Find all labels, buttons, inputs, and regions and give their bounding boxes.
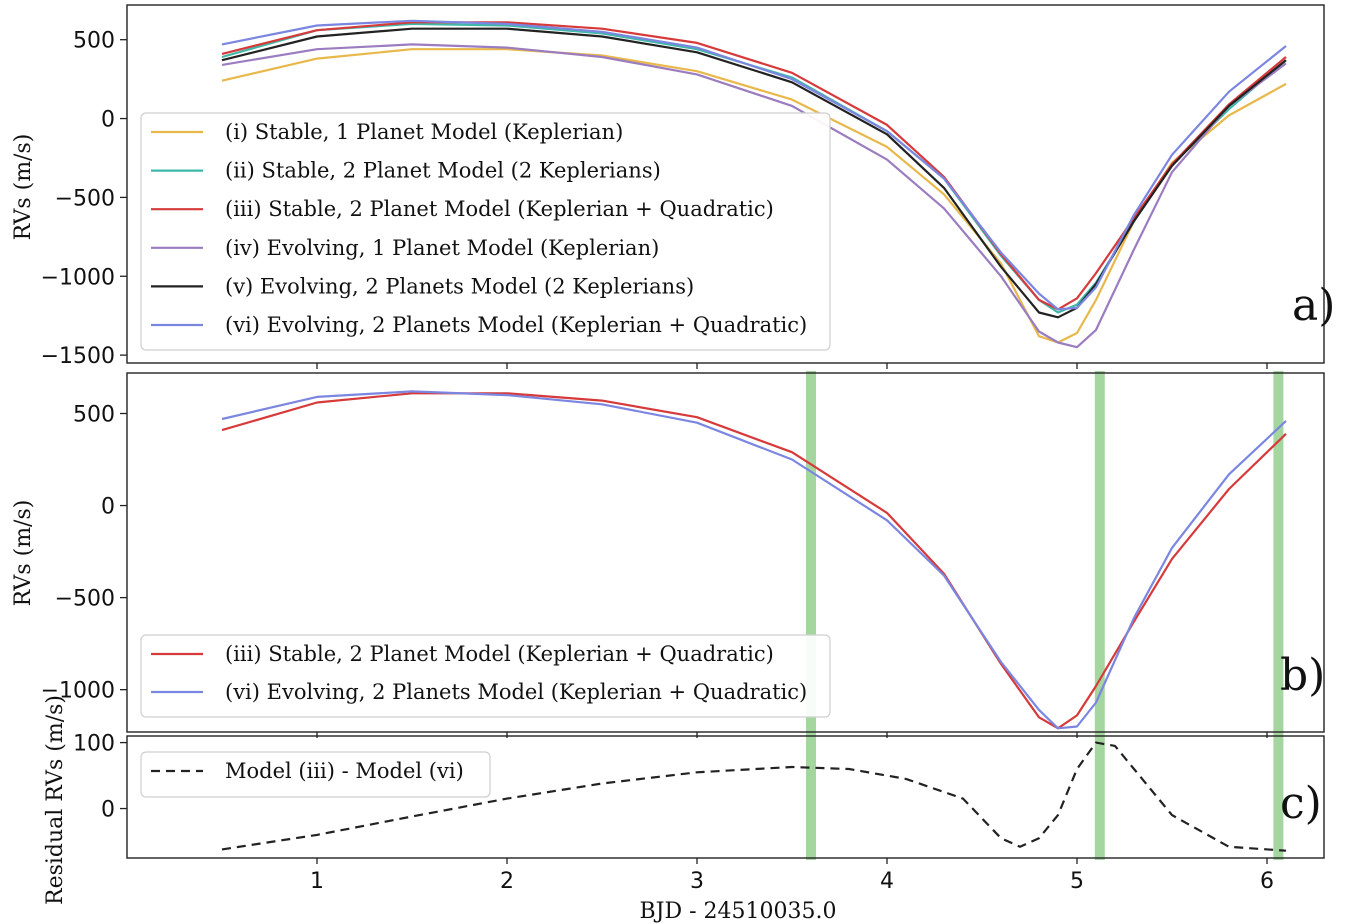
x-tick-label: 5 (1070, 869, 1084, 894)
y-tick-label: −500 (55, 186, 115, 211)
panel-b: 500 0 −500 −1000 (iii) Stable, 2 Planet Mode… (11, 371, 1325, 738)
highlight-band-3 (1273, 371, 1284, 734)
x-tick-label: 1 (310, 869, 324, 894)
legend: Model (iii) - Model (vi) (140, 751, 491, 798)
series-line-2 (221, 390, 1287, 730)
axes-frame (126, 735, 1325, 859)
legend-entry: (iv) Evolving, 1 Planet Model (Keplerian… (225, 236, 659, 260)
legend-box (140, 634, 831, 718)
highlight-band-1 (806, 371, 816, 734)
legend-entry: (vi) Evolving, 2 Planets Model (Kepleria… (225, 313, 807, 337)
panel-a-plot: 500 0 −500 −1000 −1500 (i) Stable, 1 Planet M… (41, 4, 1325, 369)
series-line-6 (221, 19, 1287, 311)
legend-entry: (v) Evolving, 2 Planets Model (2 Kepleri… (225, 274, 694, 298)
y-tick-label: 0 (101, 495, 115, 520)
panel-b-label: b) (1280, 650, 1325, 701)
panel-b-plot: 500 0 −500 −1000 (iii) Stable, 2 Planet Mode… (41, 371, 1325, 738)
legend-entry: (iii) Stable, 2 Planet Model (Keplerian … (225, 642, 774, 666)
legend: (i) Stable, 1 Planet Model (Keplerian) (i… (140, 112, 831, 351)
axes-frame (126, 4, 1325, 364)
x-tick-label: 3 (690, 869, 704, 894)
y-tick-label: 100 (73, 732, 115, 757)
series-line-5 (221, 27, 1287, 319)
series-line-1 (221, 741, 1287, 852)
y-tick-label: 500 (73, 29, 115, 54)
highlight-band-3 (1273, 734, 1284, 860)
series-line-4 (221, 43, 1287, 349)
y-tick-label: 500 (73, 403, 115, 428)
legend-entry: (ii) Stable, 2 Planet Model (2 Keplerian… (225, 159, 661, 183)
y-tick-label: 0 (101, 798, 115, 823)
y-tick-label: −500 (55, 587, 115, 612)
legend-entry: Model (iii) - Model (vi) (225, 759, 464, 783)
panel-a: 500 0 −500 −1000 −1500 (i) Stable, 1 Planet M… (11, 4, 1335, 369)
highlight-band-2 (1094, 734, 1105, 860)
legend-entry: (vi) Evolving, 2 Planets Model (Kepleria… (225, 680, 807, 704)
panel-a-ylabel: RVs (m/s) (11, 134, 36, 241)
panel-c: 100 0 1 2 3 4 5 6 Model (iii) - Model (vi) c) Re… (43, 695, 1325, 924)
panel-c-label: c) (1280, 778, 1322, 829)
legend-box (140, 112, 831, 351)
highlight-band-1 (806, 734, 816, 860)
panel-b-ylabel: RVs (m/s) (11, 500, 36, 607)
y-tick-label: −1000 (41, 265, 115, 290)
legend-entry: (iii) Stable, 2 Planet Model (Keplerian … (225, 197, 774, 221)
panel-c-ylabel: Residual RVs (m/s) (43, 695, 68, 905)
y-tick-label: −1500 (41, 344, 115, 369)
x-tick-label: 6 (1260, 869, 1274, 894)
legend-box (140, 751, 491, 798)
axes-frame (126, 372, 1325, 733)
y-tick-label: −1000 (41, 679, 115, 704)
y-tick-label: 0 (101, 108, 115, 133)
legend-entry: (i) Stable, 1 Planet Model (Keplerian) (225, 120, 623, 144)
highlight-band-2 (1094, 371, 1105, 734)
legend: (iii) Stable, 2 Planet Model (Keplerian … (140, 634, 831, 718)
panel-c-plot: 100 0 1 2 3 4 5 6 Model (iii) - Model (vi) (73, 732, 1325, 894)
x-tick-label: 4 (880, 869, 894, 894)
panel-a-label: a) (1292, 280, 1335, 331)
x-axis-label: BJD - 24510035.0 (639, 899, 836, 924)
x-tick-label: 2 (500, 869, 514, 894)
